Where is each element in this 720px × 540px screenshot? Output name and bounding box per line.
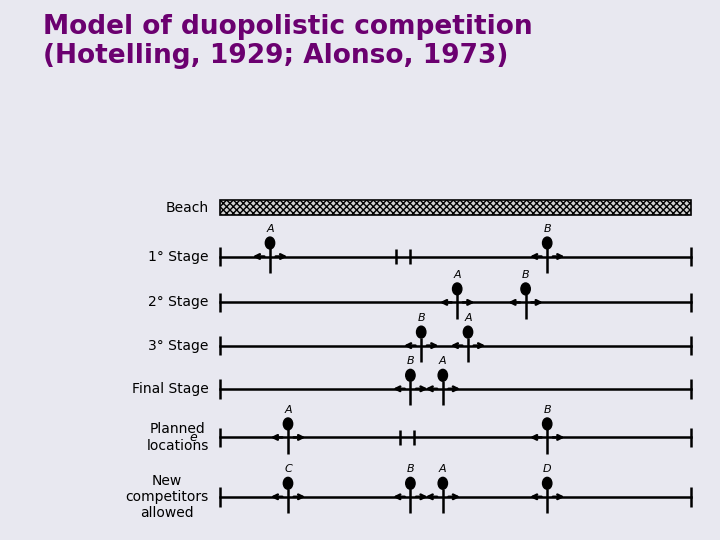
Text: Final Stage: Final Stage bbox=[132, 382, 209, 396]
Ellipse shape bbox=[265, 237, 275, 249]
Text: A: A bbox=[439, 464, 446, 474]
Text: 3° Stage: 3° Stage bbox=[148, 339, 209, 353]
Text: Model of duopolistic competition: Model of duopolistic competition bbox=[43, 14, 533, 39]
Text: Beach: Beach bbox=[166, 201, 209, 215]
Text: B: B bbox=[407, 464, 414, 474]
Text: A: A bbox=[266, 224, 274, 234]
Text: 1° Stage: 1° Stage bbox=[148, 249, 209, 264]
Ellipse shape bbox=[406, 369, 415, 381]
Text: e: e bbox=[189, 431, 197, 444]
Ellipse shape bbox=[543, 477, 552, 489]
Ellipse shape bbox=[543, 418, 552, 430]
Ellipse shape bbox=[438, 477, 448, 489]
Text: B: B bbox=[522, 269, 529, 280]
Ellipse shape bbox=[521, 283, 530, 295]
Text: 2° Stage: 2° Stage bbox=[148, 295, 209, 309]
Text: A: A bbox=[439, 356, 446, 366]
Text: B: B bbox=[418, 313, 425, 323]
FancyBboxPatch shape bbox=[220, 200, 691, 215]
Text: A: A bbox=[464, 313, 472, 323]
Ellipse shape bbox=[543, 237, 552, 249]
Ellipse shape bbox=[464, 326, 473, 338]
Text: D: D bbox=[543, 464, 552, 474]
Text: B: B bbox=[407, 356, 414, 366]
Text: New
competitors
allowed: New competitors allowed bbox=[125, 474, 209, 520]
Ellipse shape bbox=[438, 369, 448, 381]
Text: A: A bbox=[284, 404, 292, 415]
Text: B: B bbox=[544, 224, 551, 234]
Ellipse shape bbox=[416, 326, 426, 338]
Ellipse shape bbox=[284, 418, 292, 430]
Ellipse shape bbox=[406, 477, 415, 489]
Text: A: A bbox=[454, 269, 461, 280]
Ellipse shape bbox=[452, 283, 462, 295]
Ellipse shape bbox=[284, 477, 292, 489]
Text: Planned
locations: Planned locations bbox=[146, 422, 209, 453]
Text: C: C bbox=[284, 464, 292, 474]
Text: B: B bbox=[544, 404, 551, 415]
Text: (Hotelling, 1929; Alonso, 1973): (Hotelling, 1929; Alonso, 1973) bbox=[43, 43, 508, 69]
